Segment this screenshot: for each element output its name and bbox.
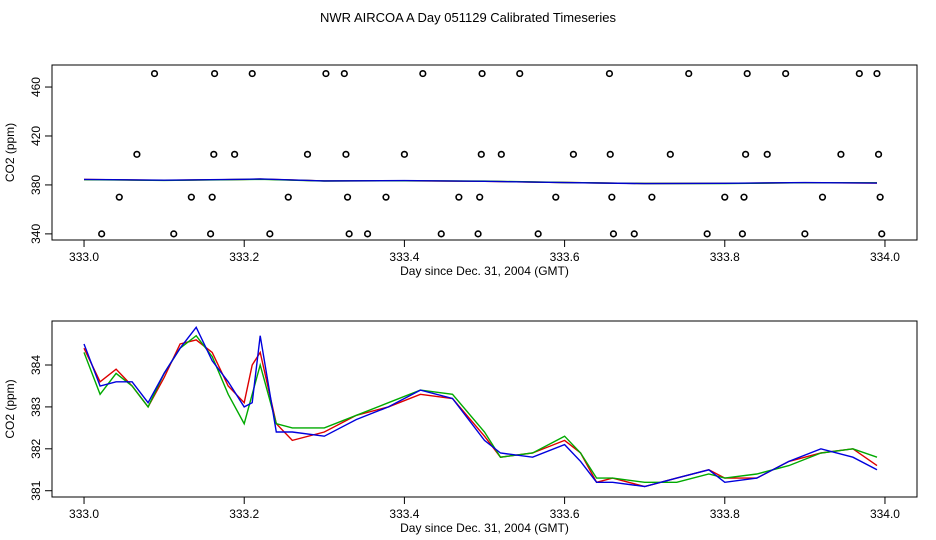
panel1-data-point: [342, 150, 350, 158]
panel2-y-tick-label: 383: [29, 397, 43, 417]
panel1-y-tick-label: 460: [29, 77, 43, 97]
panel2-x-tick-label: 334.0: [870, 507, 900, 521]
panel1-data-point: [382, 193, 390, 201]
panel2-x-tick-label: 333.4: [389, 507, 419, 521]
panel2-x-tick-label: 333.0: [69, 507, 99, 521]
panel1-data-point: [874, 150, 883, 158]
panel1-data-point: [837, 150, 845, 158]
panel1-data-point: [248, 69, 256, 78]
panel2-x-tick-label: 333.6: [550, 507, 580, 521]
panel2-x-tick-label: 333.2: [229, 507, 259, 521]
panel1-data-point: [208, 193, 216, 201]
panel1-data-point: [721, 193, 729, 201]
panel1-data-point: [115, 193, 123, 201]
panel1-data-point: [303, 150, 312, 158]
panel1-data-point: [343, 193, 352, 201]
panel1-data-point: [419, 69, 427, 78]
panel1-data-point: [685, 69, 693, 78]
panel1-data-point: [552, 193, 560, 201]
panel1-data-point: [206, 230, 215, 238]
panel1-data-point: [703, 230, 711, 238]
panel1-data-point: [569, 150, 578, 158]
panel1-y-axis-label: CO2 (ppm): [3, 123, 17, 182]
panel1-data-point: [855, 69, 863, 78]
panel2-x-axis-label: Day since Dec. 31, 2004 (GMT): [400, 521, 569, 535]
panel1-data-point: [284, 193, 292, 201]
panel2-series-line-3: [83, 325, 878, 488]
panel1-data-point: [455, 193, 463, 201]
panel1-frame: [51, 64, 918, 241]
panel1-data-point: [648, 193, 656, 201]
panel2-x-tick-label: 333.8: [710, 507, 740, 521]
panel2-y-axis-label: CO2 (ppm): [3, 379, 17, 438]
panel1-data-point: [738, 230, 746, 238]
panel2-series-line-1: [83, 339, 878, 488]
panel1-data-point: [170, 230, 178, 238]
panel1-data-point: [210, 150, 218, 158]
panel2-y-tick-label: 382: [29, 438, 43, 458]
panel1-data-point: [743, 69, 751, 78]
panel1-data-point: [477, 150, 485, 158]
panel1-data-point: [534, 230, 542, 238]
panel1-y-tick-label: 380: [29, 175, 43, 195]
panel1-data-point: [878, 230, 886, 238]
panel1-data-point: [801, 230, 809, 238]
panel1-data-point: [210, 69, 219, 78]
panel1-data-point: [340, 69, 348, 78]
panel1-data-point: [740, 193, 748, 201]
panel1-data-point: [782, 69, 790, 78]
panel1-data-point: [266, 230, 274, 238]
panel1-x-axis-label: Day since Dec. 31, 2004 (GMT): [400, 264, 569, 278]
panel1-x-tick-label: 333.2: [229, 250, 259, 264]
panel1-x-tick-label: 333.8: [710, 250, 740, 264]
panel1-data-point: [345, 230, 353, 238]
panel1-data-point: [187, 193, 195, 201]
panel1-data-point: [231, 150, 239, 158]
panel1-x-tick-label: 334.0: [870, 250, 900, 264]
panel1-data-point: [608, 193, 616, 201]
panel1-data-point: [98, 230, 106, 238]
panel1-data-point: [876, 193, 884, 201]
panel1-data-point: [476, 193, 484, 201]
chart-title: NWR AIRCOA A Day 051129 Calibrated Times…: [320, 10, 616, 25]
panel1-data-point: [605, 69, 614, 78]
panel1-data-point: [763, 150, 771, 158]
panel1-data-point: [630, 230, 638, 238]
panel1-data-point: [322, 69, 330, 78]
panel1-data-point: [478, 69, 486, 78]
panel1-data-point: [516, 69, 524, 78]
panel2-series-line-2: [83, 334, 878, 483]
panel1-data-point: [873, 69, 881, 78]
panel1-data-point: [150, 69, 159, 78]
panel1-data-point: [818, 193, 827, 201]
panel2-frame: [51, 320, 918, 498]
panel1-x-tick-label: 333.6: [550, 250, 580, 264]
panel1-data-point: [609, 230, 618, 238]
panel1-data-point: [497, 150, 505, 158]
panel1-x-tick-label: 333.0: [69, 250, 99, 264]
panel1-data-point: [400, 150, 409, 158]
panel1-data-point: [133, 150, 141, 158]
panel1-data-point: [474, 230, 482, 238]
panel1-series-line-3: [83, 178, 878, 185]
panel1-data-point: [606, 150, 614, 158]
panel1-y-tick-label: 340: [29, 224, 43, 244]
panel1-data-point: [363, 230, 372, 238]
panel1-y-tick-label: 420: [29, 126, 43, 146]
panel1-data-point: [437, 230, 445, 238]
panel2-y-tick-label: 384: [29, 355, 43, 375]
panel1-data-point: [666, 150, 674, 158]
panel1-data-point: [742, 150, 750, 158]
panel1-x-tick-label: 333.4: [389, 250, 419, 264]
panel2-y-tick-label: 381: [29, 480, 43, 500]
